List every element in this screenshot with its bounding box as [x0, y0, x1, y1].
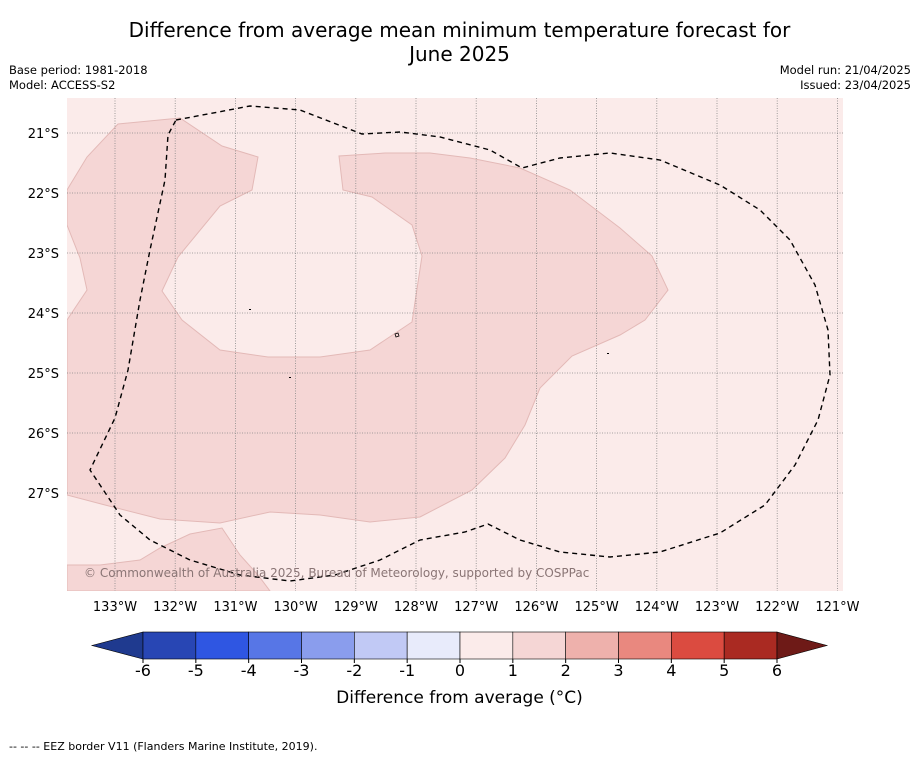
latitude-label: 21°S: [28, 127, 59, 142]
copyright-text: © Commonwealth of Australia 2025, Bureau…: [84, 566, 589, 580]
latitude-label: 26°S: [28, 427, 59, 442]
colorbar-tick-label: -3: [294, 661, 310, 680]
title-line-2: June 2025: [409, 42, 510, 66]
latitude-label: 27°S: [28, 487, 59, 502]
longitude-label: 127°W: [454, 600, 498, 615]
longitude-labels: 133°W 132°W 131°W 130°W 129°W 128°W 127°W 126°W…: [93, 600, 860, 615]
colorbar-segment: [142, 631, 197, 660]
colorbar-tick-label: 4: [666, 661, 676, 680]
colorbar-segment: [248, 631, 302, 660]
colorbar-extend-high: [776, 631, 829, 660]
colorbar-segment: [301, 631, 355, 660]
colorbar-segment: [723, 631, 778, 660]
latitude-label: 24°S: [28, 307, 59, 322]
colorbar-segment: [618, 631, 672, 660]
latitude-labels: 21°S 22°S 23°S 24°S 25°S 26°S 27°S: [28, 127, 59, 502]
colorbar-segment: [406, 631, 461, 660]
latitude-label: 22°S: [28, 187, 59, 202]
longitude-label: 130°W: [274, 600, 318, 615]
colorbar-segments: [90, 631, 829, 660]
longitude-label: 132°W: [153, 600, 197, 615]
colorbar-extend-low: [90, 631, 144, 660]
colorbar-tick-label: 6: [772, 661, 782, 680]
island-marker: [289, 377, 291, 378]
longitude-label: 133°W: [93, 600, 137, 615]
base-period: Base period: 1981-2018: [9, 63, 148, 77]
colorbar-tick-label: 0: [455, 661, 465, 680]
colorbar-segment: [671, 631, 725, 660]
colorbar-label: Difference from average (°C): [336, 688, 583, 708]
colorbar-tick-label: 1: [508, 661, 518, 680]
anomaly-region-southwest: [67, 527, 271, 591]
meta-right: Model run: 21/04/2025 Issued: 23/04/2025: [780, 63, 911, 93]
title-line-1: Difference from average mean minimum tem…: [128, 18, 791, 42]
longitude-label: 131°W: [213, 600, 257, 615]
longitude-label: 125°W: [575, 600, 619, 615]
map-panel: © Commonwealth of Australia 2025, Bureau…: [28, 98, 860, 615]
island-marker: [607, 353, 609, 354]
gridlines: [67, 98, 843, 591]
longitude-label: 126°W: [514, 600, 558, 615]
colorbar-segment: [565, 631, 619, 660]
colorbar: -6 -5 -4 -3 -2 -1 0 1 2 3 4 5 6: [90, 631, 829, 680]
island-marker: [394, 332, 400, 338]
model-run: Model run: 21/04/2025: [779, 63, 911, 77]
issued-date: Issued: 23/04/2025: [800, 78, 911, 92]
colorbar-tick-label: 5: [719, 661, 729, 680]
colorbar-tick-label: -6: [135, 661, 151, 680]
eez-border-line: [89, 105, 831, 582]
longitude-label: 128°W: [394, 600, 438, 615]
colorbar-ticks: -6 -5 -4 -3 -2 -1 0 1 2 3 4 5 6: [135, 659, 782, 680]
colorbar-tick-label: 3: [613, 661, 623, 680]
colorbar-tick-label: -1: [399, 661, 415, 680]
longitude-label: 122°W: [755, 600, 799, 615]
colorbar-segment: [459, 631, 514, 660]
colorbar-segment: [195, 631, 249, 660]
map-title: Difference from average mean minimum tem…: [0, 18, 919, 66]
island-marker: [249, 309, 251, 310]
longitude-label: 129°W: [334, 600, 378, 615]
colorbar-segment: [512, 631, 566, 660]
meta-left: Base period: 1981-2018 Model: ACCESS-S2: [9, 63, 148, 93]
colorbar-segment: [354, 631, 408, 660]
latitude-label: 25°S: [28, 367, 59, 382]
colorbar-tick-label: -5: [188, 661, 204, 680]
colorbar-tick-label: -4: [241, 661, 257, 680]
colorbar-tick-label: 2: [561, 661, 571, 680]
model-name: Model: ACCESS-S2: [9, 78, 116, 92]
latitude-label: 23°S: [28, 247, 59, 262]
longitude-label: 123°W: [695, 600, 739, 615]
colorbar-tick-label: -2: [346, 661, 362, 680]
longitude-label: 124°W: [635, 600, 679, 615]
eez-border-legend: -- -- -- EEZ border V11 (Flanders Marine…: [9, 740, 318, 753]
longitude-label: 121°W: [815, 600, 859, 615]
anomaly-region-main: [67, 117, 669, 524]
